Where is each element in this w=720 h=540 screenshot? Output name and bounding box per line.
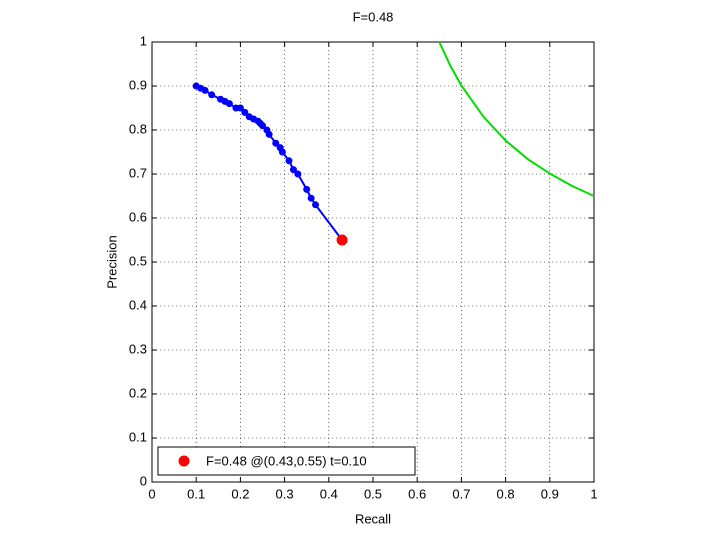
x-axis-label: Recall xyxy=(355,511,391,526)
data-point xyxy=(236,104,244,112)
data-point xyxy=(285,157,293,165)
x-tick-label: 0.5 xyxy=(364,486,382,501)
chart-title: F=0.48 xyxy=(353,9,394,24)
y-tick-label: 0.3 xyxy=(129,341,147,356)
y-tick-label: 0.6 xyxy=(129,209,147,224)
y-tick-label: 1 xyxy=(140,33,147,48)
y-tick-label: 0.1 xyxy=(129,429,147,444)
y-tick-label: 0.8 xyxy=(129,121,147,136)
data-point xyxy=(303,185,311,193)
x-tick-label: 0.8 xyxy=(497,486,515,501)
data-point xyxy=(312,201,320,209)
x-tick-label: 0.7 xyxy=(452,486,470,501)
y-tick-label: 0.7 xyxy=(129,165,147,180)
x-tick-label: 0.2 xyxy=(231,486,249,501)
data-point xyxy=(294,170,302,178)
data-point xyxy=(265,130,273,138)
x-tick-label: 1 xyxy=(590,486,597,501)
data-point xyxy=(272,139,280,147)
x-tick-label: 0.3 xyxy=(276,486,294,501)
plot-frame xyxy=(151,41,595,483)
x-tick-label: 0.1 xyxy=(187,486,205,501)
y-tick-label: 0.2 xyxy=(129,385,147,400)
data-point xyxy=(241,108,249,116)
data-point xyxy=(278,148,286,156)
data-point xyxy=(307,194,315,202)
legend-box xyxy=(157,446,416,476)
y-tick-label: 0 xyxy=(140,473,147,488)
y-tick-label: 0.5 xyxy=(129,253,147,268)
x-tick-label: 0.4 xyxy=(320,486,338,501)
legend-label: F=0.48 @(0.43,0.55) t=0.10 xyxy=(206,453,367,468)
data-point xyxy=(336,234,348,246)
y-tick-label: 0.4 xyxy=(129,297,147,312)
data-point xyxy=(289,166,297,174)
x-tick-label: 0.6 xyxy=(408,486,426,501)
legend-marker xyxy=(178,455,190,467)
y-axis-label: Precision xyxy=(104,235,119,288)
data-point xyxy=(225,100,233,108)
data-point xyxy=(259,122,266,130)
series-line xyxy=(438,41,595,197)
data-point xyxy=(208,91,216,99)
data-point xyxy=(201,86,209,94)
y-tick-label: 0.9 xyxy=(129,77,147,92)
x-tick-label: 0 xyxy=(148,486,155,501)
x-tick-label: 0.9 xyxy=(541,486,559,501)
